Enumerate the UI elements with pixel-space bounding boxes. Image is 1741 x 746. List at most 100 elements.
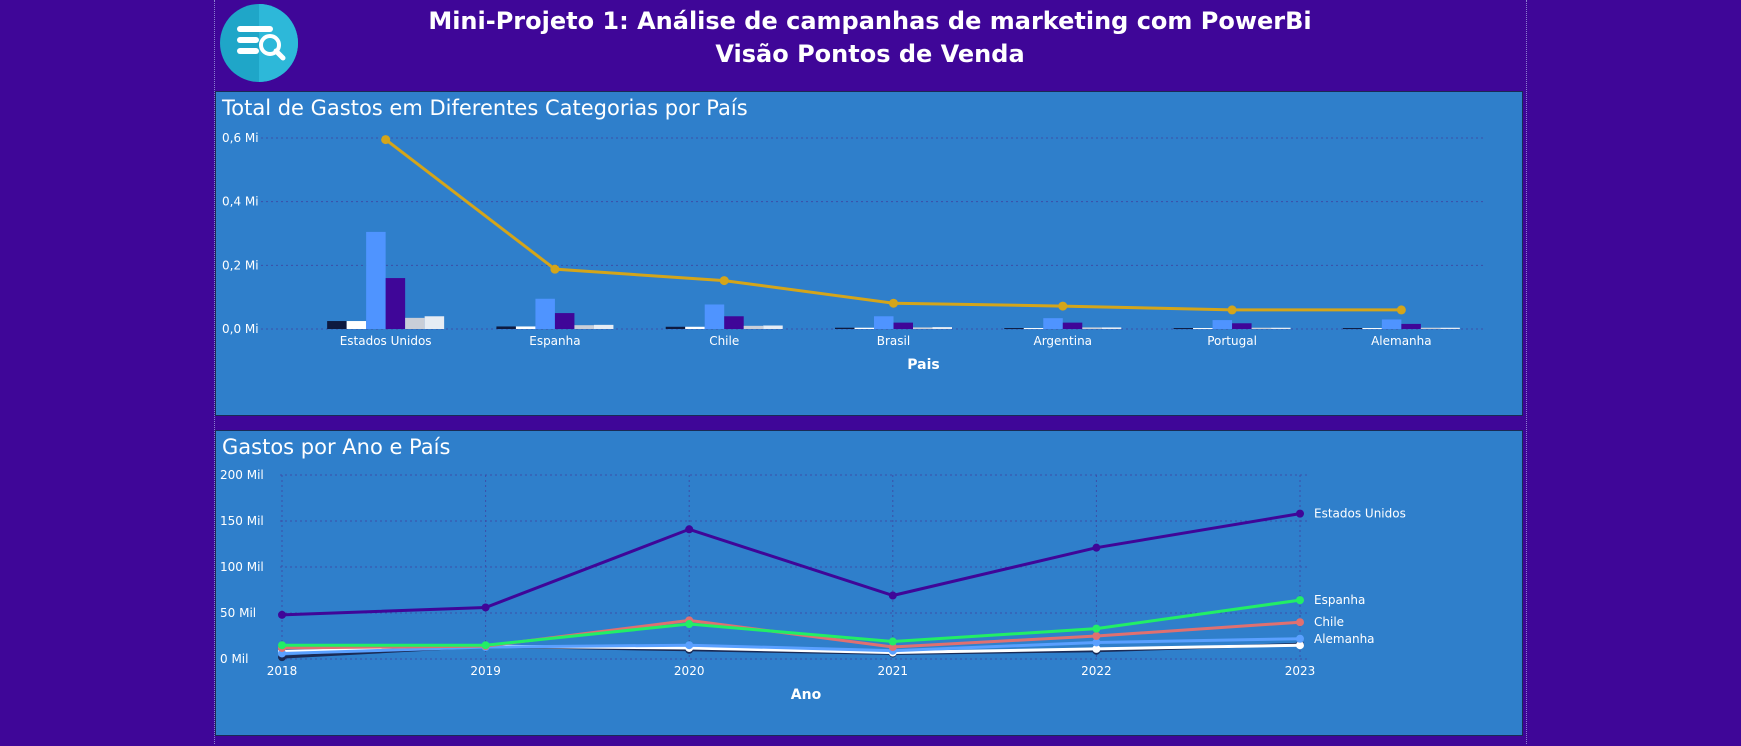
bar: [1101, 327, 1122, 329]
bar: [405, 317, 425, 329]
y-tick-label: 200 Mil: [220, 468, 264, 482]
bar: [1401, 323, 1421, 329]
x-tick-label: Argentina: [1034, 334, 1093, 348]
x-tick-label: Portugal: [1207, 334, 1257, 348]
line-point: [1092, 638, 1101, 647]
line-point: [1092, 543, 1101, 552]
series-end-label: Chile: [1314, 615, 1344, 629]
x-tick-label: Espanha: [529, 334, 580, 348]
x-tick-label: 2022: [1081, 664, 1112, 678]
report-canvas-frame: [214, 0, 1527, 744]
bar: [1062, 322, 1083, 329]
bar: [685, 326, 705, 329]
line-point: [888, 591, 897, 600]
country-category-chart-panel[interactable]: Total de Gastos em Diferentes Categorias…: [215, 91, 1523, 416]
series-line: [281, 637, 1301, 655]
bar: [346, 321, 367, 329]
bar: [874, 316, 894, 329]
bar: [893, 322, 913, 329]
bar: [1193, 328, 1213, 330]
line-point: [889, 298, 898, 308]
line-point: [1296, 509, 1304, 518]
bar: [327, 321, 347, 329]
y-tick-label: 0,0 Mi: [222, 322, 259, 336]
line-point: [481, 603, 490, 612]
line-point: [685, 641, 694, 650]
y-tick-label: 0,4 Mi: [222, 195, 259, 209]
chart-title: Total de Gastos em Diferentes Categorias…: [222, 96, 748, 120]
bar: [1004, 328, 1024, 330]
y-tick-label: 50 Mil: [220, 606, 256, 620]
bar: [1440, 327, 1460, 329]
x-tick-label: Estados Unidos: [340, 334, 432, 348]
bar: [535, 298, 555, 329]
bar: [665, 326, 686, 329]
bar: [1173, 328, 1194, 330]
bar: [366, 231, 386, 329]
bar: [515, 326, 536, 329]
line-point: [1296, 641, 1304, 650]
bar: [1381, 319, 1402, 329]
bar: [854, 327, 874, 329]
bar: [424, 316, 445, 329]
bar: [1271, 327, 1291, 329]
bar: [932, 327, 952, 329]
bar: [743, 325, 764, 329]
country-category-combo-chart[interactable]: 0,6 Mi 0,4 Mi 0,2 Mi 0,0 Mi Estados Unidos Es…: [216, 92, 1522, 415]
bar: [1212, 320, 1233, 329]
bar: [574, 325, 594, 329]
bar: [1023, 328, 1044, 330]
line-point: [1296, 618, 1304, 627]
year-country-line-chart[interactable]: 200 Mil 150 Mil 100 Mil 50 Mil 0 Mil 2018 2019…: [216, 431, 1522, 735]
x-tick-label: Alemanha: [1371, 334, 1432, 348]
bar: [593, 324, 614, 329]
bar: [1420, 327, 1441, 329]
bar: [1232, 323, 1252, 329]
bar: [724, 316, 744, 329]
series-end-label: Alemanha: [1314, 632, 1375, 646]
line-point: [1092, 632, 1101, 640]
bar: [913, 327, 933, 329]
bar: [704, 304, 725, 329]
report-subtitle: Visão Pontos de Venda: [715, 40, 1025, 68]
bar: [1342, 328, 1363, 330]
x-tick-label: Chile: [709, 334, 739, 348]
bar: [1043, 318, 1063, 329]
total-line: [384, 138, 1402, 312]
x-axis-title: Ano: [791, 687, 822, 703]
series-line: [282, 598, 1301, 647]
bar: [554, 313, 575, 329]
bar: [763, 325, 783, 329]
bar: [385, 278, 406, 329]
y-tick-label: 0,2 Mi: [222, 258, 259, 272]
x-tick-label: 2018: [267, 664, 298, 678]
line-point: [888, 643, 897, 652]
line-point: [278, 649, 286, 658]
line-point: [381, 135, 391, 145]
y-tick-label: 150 Mil: [220, 514, 264, 528]
x-axis-title: Pais: [907, 357, 939, 373]
y-tick-label: 100 Mil: [220, 560, 264, 574]
line-point: [1058, 301, 1068, 311]
y-tick-label: 0 Mil: [220, 652, 248, 666]
year-country-chart-panel[interactable]: Gastos por Ano e País 200 Mil 150 Mil 100 …: [215, 430, 1523, 736]
line-point: [685, 620, 694, 629]
line-point: [1396, 305, 1406, 315]
line-point: [1296, 596, 1304, 605]
line-point: [685, 525, 694, 534]
bar: [835, 327, 855, 329]
line-point: [550, 264, 560, 274]
x-tick-label: 2020: [674, 664, 705, 678]
y-tick-label: 0,6 Mi: [222, 131, 259, 145]
chart-title: Gastos por Ano e País: [222, 435, 451, 459]
x-tick-label: Brasil: [877, 334, 910, 348]
line-point: [1296, 634, 1304, 643]
bar: [1082, 327, 1102, 329]
line-point: [1227, 305, 1237, 315]
bar: [496, 326, 516, 329]
line-point: [278, 610, 286, 619]
bar: [1251, 327, 1272, 329]
series-end-label: Estados Unidos: [1314, 507, 1406, 521]
line-point: [1092, 644, 1101, 653]
x-tick-label: 2021: [878, 664, 909, 678]
